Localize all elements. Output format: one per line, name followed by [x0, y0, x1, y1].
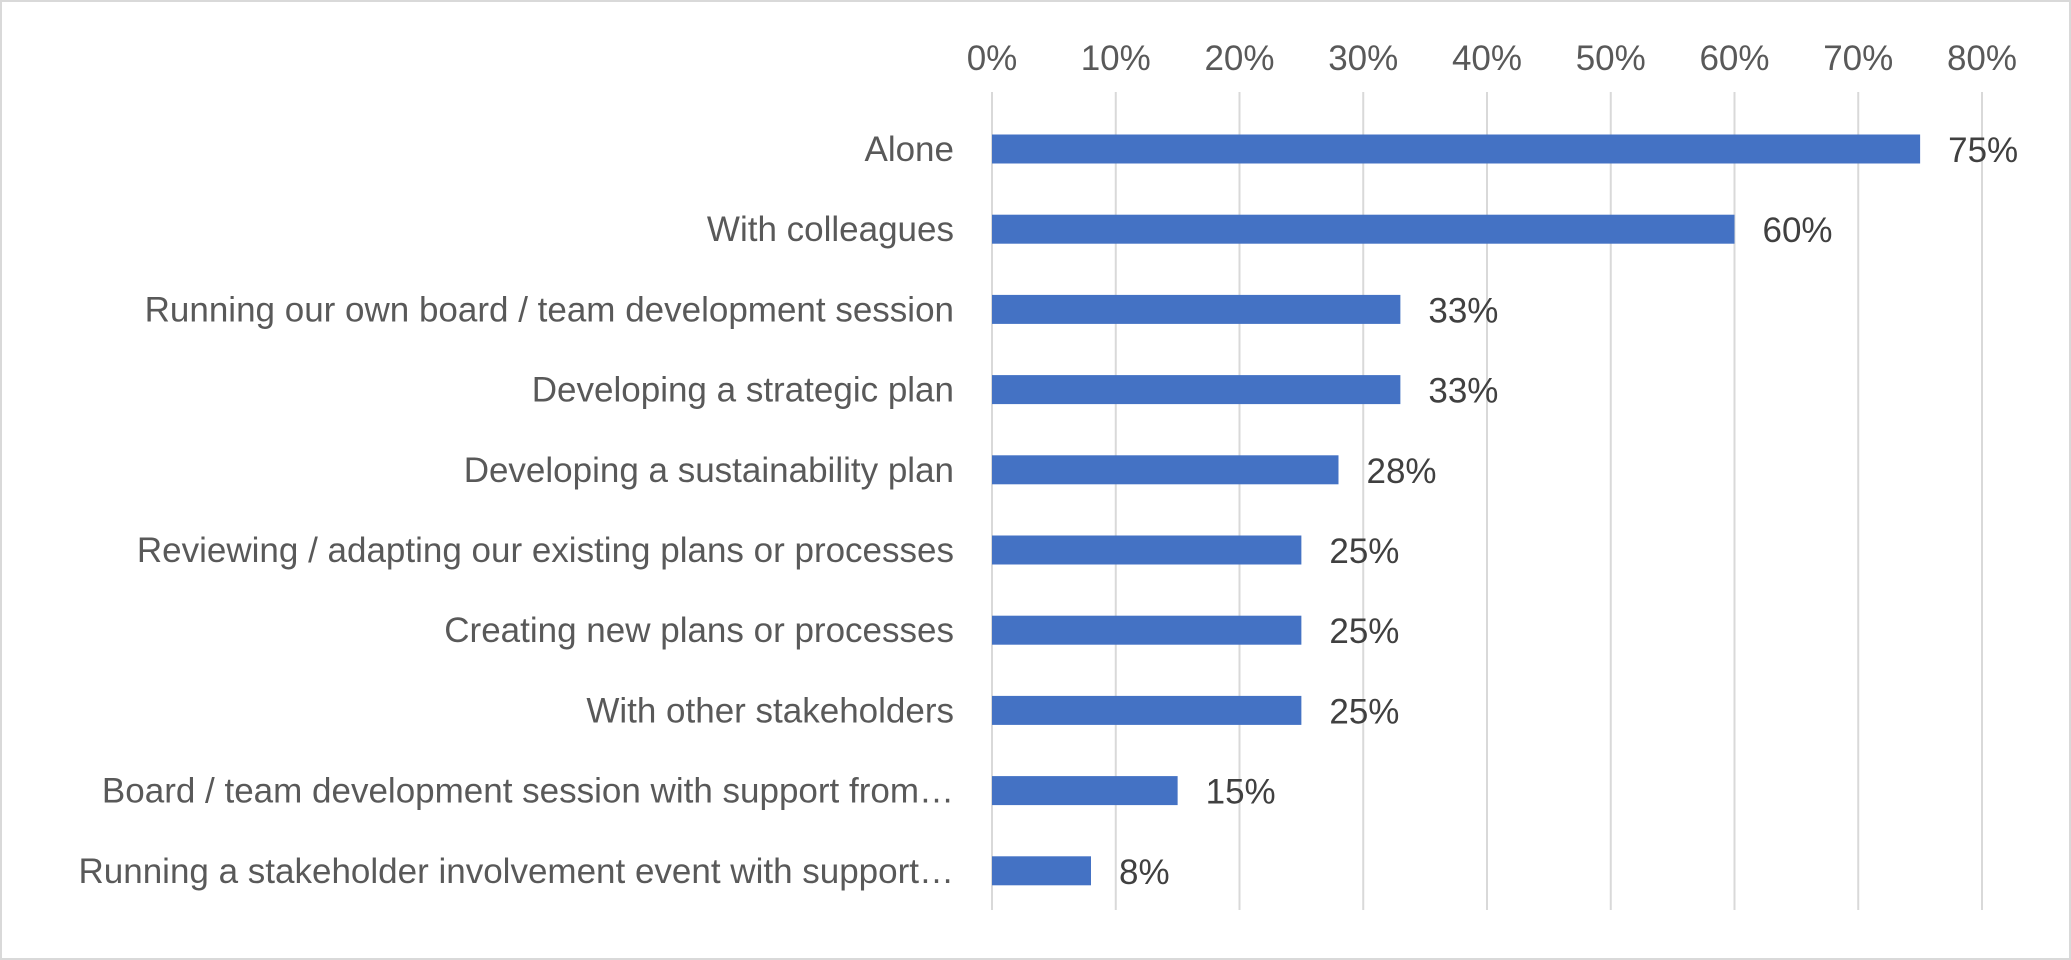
data-label-3: 33%	[1428, 291, 1498, 330]
data-label-7: 25%	[1329, 612, 1399, 651]
bar-9	[992, 776, 1178, 806]
x-tick-label-70: 70%	[1823, 39, 1893, 78]
category-label-4: Developing a strategic plan	[532, 371, 954, 410]
category-label-9: Board / team development session with su…	[102, 772, 954, 811]
x-tick-label-50: 50%	[1576, 39, 1646, 78]
x-tick-label-80: 80%	[1947, 39, 2017, 78]
category-label-7: Creating new plans or processes	[444, 611, 954, 650]
x-tick-label-20: 20%	[1204, 39, 1274, 78]
data-label-8: 25%	[1329, 692, 1399, 731]
data-label-1: 75%	[1948, 131, 2018, 170]
bar-5	[992, 455, 1339, 485]
bar-2	[992, 214, 1735, 244]
data-label-4: 33%	[1428, 372, 1498, 411]
x-axis-tick-labels: 0% 10% 20% 30% 40% 50% 60% 70% 80%	[967, 39, 2017, 78]
bar-3	[992, 294, 1401, 324]
category-label-2: With colleagues	[707, 210, 954, 249]
bar-6	[992, 535, 1302, 565]
x-tick-label-60: 60%	[1699, 39, 1769, 78]
bars	[992, 134, 1921, 886]
data-label-5: 28%	[1367, 452, 1437, 491]
bar-10	[992, 856, 1091, 886]
category-labels: Alone With colleagues Running our own boar…	[79, 130, 955, 891]
category-label-5: Developing a sustainability plan	[464, 451, 954, 490]
data-labels: 75% 60% 33% 33% 28% 25% 25% 25% 15% 8%	[1119, 131, 2018, 892]
category-label-6: Reviewing / adapting our existing plans …	[137, 531, 954, 570]
x-tick-label-10: 10%	[1081, 39, 1151, 78]
category-label-8: With other stakeholders	[586, 691, 954, 730]
x-tick-label-40: 40%	[1452, 39, 1522, 78]
bar-7	[992, 615, 1302, 645]
category-label-1: Alone	[864, 130, 954, 169]
data-label-10: 8%	[1119, 853, 1170, 892]
bar-1	[992, 134, 1921, 164]
x-tick-label-0: 0%	[967, 39, 1018, 78]
category-label-10: Running a stakeholder involvement event …	[79, 852, 955, 891]
category-label-3: Running our own board / team development…	[145, 290, 954, 329]
data-label-6: 25%	[1329, 532, 1399, 571]
data-label-9: 15%	[1206, 773, 1276, 812]
data-label-2: 60%	[1763, 211, 1833, 250]
bar-4	[992, 375, 1401, 405]
bar-8	[992, 695, 1302, 725]
x-tick-label-30: 30%	[1328, 39, 1398, 78]
